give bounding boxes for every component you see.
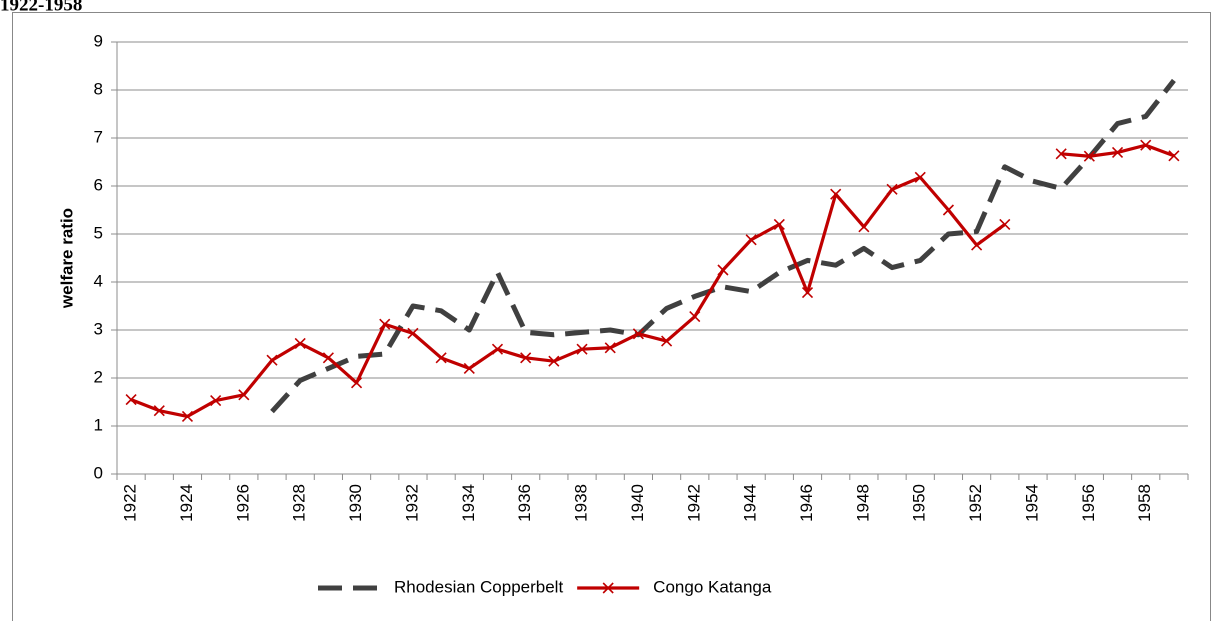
x-tick-label: 1952	[966, 484, 985, 522]
marker	[745, 234, 757, 246]
y-tick-label: 6	[94, 175, 103, 194]
marker	[858, 221, 870, 233]
marker	[322, 352, 334, 364]
x-tick-label: 1958	[1135, 484, 1154, 522]
y-tick-label: 9	[94, 31, 103, 50]
marker	[717, 264, 729, 276]
x-tick-label: 1932	[402, 484, 421, 522]
x-tick-label: 1950	[910, 484, 929, 522]
legend-marker	[602, 582, 614, 594]
y-tick-label: 5	[94, 223, 103, 242]
x-tick-label: 1938	[572, 484, 591, 522]
marker	[1083, 150, 1095, 162]
marker	[238, 389, 250, 401]
x-tick-label: 1924	[177, 484, 196, 522]
y-tick-label: 8	[94, 79, 103, 98]
marker	[576, 343, 588, 355]
marker	[520, 352, 532, 364]
marker	[689, 310, 701, 323]
marker	[351, 377, 363, 389]
series-line	[270, 78, 1176, 414]
marker	[1111, 146, 1124, 158]
x-tick-label: 1942	[684, 484, 703, 522]
marker	[294, 337, 306, 350]
legend-label: Rhodesian Copperbelt	[394, 577, 563, 596]
marker	[971, 239, 983, 251]
y-axis-label: welfare ratio	[57, 208, 76, 309]
y-tick-label: 1	[94, 415, 103, 434]
marker	[632, 328, 644, 340]
marker	[266, 354, 278, 366]
y-tick-label: 7	[94, 127, 103, 146]
marker	[942, 204, 954, 216]
marker	[1055, 148, 1067, 160]
y-tick-label: 4	[94, 271, 103, 290]
x-tick-label: 1930	[346, 484, 365, 522]
x-tick-label: 1940	[628, 484, 647, 522]
marker	[548, 355, 560, 367]
chart-border	[12, 12, 1211, 626]
marker	[773, 218, 785, 230]
x-tick-label: 1922	[121, 484, 140, 522]
marker	[125, 394, 137, 406]
marker	[181, 410, 194, 422]
marker	[999, 218, 1011, 230]
chart-title: 1922-1958	[0, 0, 82, 15]
x-tick-label: 1946	[797, 484, 816, 522]
legend-label: Congo Katanga	[653, 577, 772, 596]
marker	[1168, 150, 1180, 162]
marker	[435, 352, 447, 364]
x-tick-label: 1948	[853, 484, 872, 522]
marker	[1140, 139, 1152, 151]
x-tick-label: 1956	[1079, 484, 1098, 522]
marker	[886, 183, 898, 195]
x-tick-label: 1936	[515, 484, 534, 522]
marker	[830, 188, 842, 200]
marker	[407, 327, 419, 339]
x-tick-label: 1926	[233, 484, 252, 522]
marker	[914, 171, 926, 183]
y-tick-label: 0	[94, 463, 103, 482]
x-tick-label: 1954	[1022, 484, 1041, 522]
y-tick-label: 2	[94, 367, 103, 386]
marker	[153, 405, 165, 417]
marker	[463, 362, 475, 374]
x-tick-label: 1928	[290, 484, 309, 522]
marker	[210, 394, 222, 407]
marker	[604, 342, 616, 354]
x-tick-label: 1934	[459, 484, 478, 522]
y-tick-label: 3	[94, 319, 103, 338]
marker	[801, 286, 814, 299]
marker	[379, 318, 391, 330]
marker	[661, 335, 673, 347]
x-tick-label: 1944	[741, 484, 760, 522]
marker	[491, 343, 504, 355]
